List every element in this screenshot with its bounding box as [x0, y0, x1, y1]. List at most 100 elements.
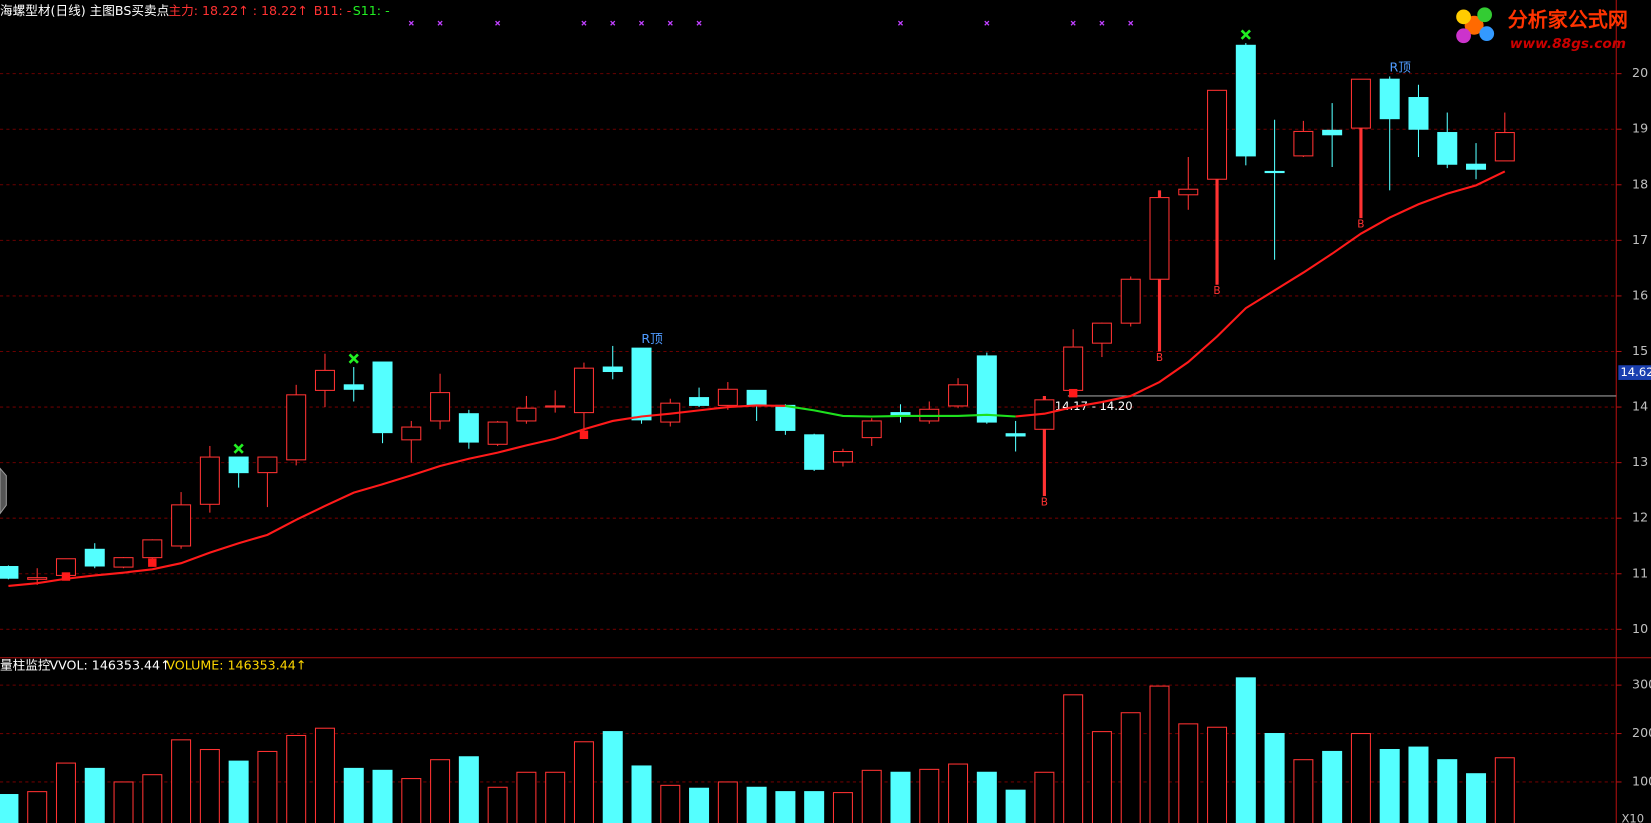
low-mark	[61, 572, 71, 581]
volume-bar	[1322, 750, 1343, 823]
candle-body	[113, 557, 134, 568]
volume-bar	[602, 731, 623, 823]
top-marker	[1070, 20, 1076, 26]
candle-body	[545, 405, 566, 408]
volume-bar	[1091, 731, 1112, 823]
ma-line	[8, 404, 786, 588]
volume-bar	[1120, 712, 1141, 823]
y-tick-label: 10	[1632, 621, 1648, 636]
candle-body	[717, 388, 738, 406]
logo-name: 分析家公式网	[1508, 8, 1628, 32]
candle-body	[84, 548, 105, 567]
volume-bar	[948, 763, 969, 823]
top-signal: R顶	[1390, 60, 1412, 75]
candle-body	[343, 384, 364, 390]
candle-body	[976, 355, 997, 423]
candle-body	[1178, 188, 1199, 196]
logo[interactable]: 分析家公式网 www.88gs.com	[1456, 7, 1628, 52]
candle-body	[861, 420, 882, 439]
y-tick-label: 17	[1632, 232, 1648, 247]
candle-body	[1350, 78, 1371, 129]
y-tick-label: 300	[1632, 677, 1651, 692]
volume-bar	[1466, 773, 1487, 823]
candle-body	[228, 456, 249, 474]
volume-bar	[631, 765, 652, 823]
candle-body	[948, 384, 969, 407]
y-tick-label: 19	[1632, 121, 1648, 136]
volume-bar	[487, 786, 508, 823]
candle-body	[0, 566, 19, 579]
volume-bar	[717, 781, 738, 823]
sell-mark	[348, 353, 359, 364]
candle-body	[1379, 78, 1400, 120]
logo-url: www.88gs.com	[1510, 36, 1626, 52]
candle-body	[746, 389, 767, 406]
y-tick-label: 12	[1632, 510, 1648, 525]
top-marker	[984, 20, 990, 26]
price-tag: 14.62	[1620, 365, 1651, 379]
candle-body	[458, 413, 479, 443]
logo-petal	[1479, 26, 1495, 42]
buy-signal: B	[1357, 218, 1364, 230]
candle-body	[1120, 278, 1141, 324]
volume-label: VOLUME: 146353.44↑	[166, 658, 306, 673]
volume-bar	[199, 748, 220, 823]
top-marker	[1128, 20, 1134, 26]
unit-label: X10	[1622, 811, 1645, 823]
volume-bar	[113, 781, 134, 823]
logo-petal	[1477, 7, 1493, 23]
candle-body	[573, 367, 594, 414]
y-tick-label: 20	[1632, 65, 1648, 80]
volume-bar	[343, 767, 364, 823]
volume-bar	[1350, 733, 1371, 823]
candle-body	[199, 456, 220, 505]
candle-body	[1437, 132, 1458, 165]
top-marker	[437, 20, 443, 26]
candle-body	[314, 369, 335, 391]
side-handle[interactable]	[0, 467, 7, 515]
price-tag-box	[1618, 365, 1651, 380]
volume-bar	[1178, 723, 1199, 823]
volume-bar	[430, 759, 451, 823]
top-marker	[1099, 20, 1105, 26]
candle-body	[257, 456, 278, 474]
top-marker	[897, 20, 904, 26]
volume-bar	[1293, 759, 1314, 823]
candle-body	[804, 434, 825, 470]
candle-body	[171, 504, 192, 547]
ma-line	[785, 404, 1016, 418]
volume-bar	[976, 771, 997, 823]
volume-bar	[890, 771, 911, 823]
buy-signal: B	[1156, 352, 1163, 364]
volume-bar	[1034, 771, 1055, 823]
price-annotation: 14.17 - 14.20	[1055, 399, 1133, 413]
volume-bar	[1494, 757, 1515, 823]
candle-body	[142, 539, 163, 559]
volume-bar	[804, 791, 825, 823]
candle-body	[1063, 346, 1084, 391]
volume-bar	[832, 792, 853, 823]
volume-bar	[1437, 759, 1458, 823]
y-tick-label: 14	[1632, 399, 1648, 414]
candle-body	[1293, 130, 1314, 157]
top-marker	[581, 20, 587, 26]
y-tick-label: 11	[1632, 565, 1648, 580]
low-mark	[148, 558, 157, 567]
volume-bar	[1063, 694, 1084, 823]
candle-body	[1091, 322, 1112, 344]
candle-body	[1264, 170, 1285, 174]
top-signal: R顶	[641, 331, 663, 346]
y-tick-label: 100	[1632, 773, 1651, 788]
candle-body	[689, 397, 710, 406]
logo-petal	[1456, 9, 1471, 25]
candle-body	[1235, 44, 1256, 157]
volume-bar	[1207, 726, 1228, 823]
candle-body	[286, 394, 307, 461]
candle-body	[602, 366, 623, 373]
candle-body	[401, 426, 422, 441]
candle-body	[1149, 197, 1170, 280]
top-marker	[696, 20, 702, 26]
